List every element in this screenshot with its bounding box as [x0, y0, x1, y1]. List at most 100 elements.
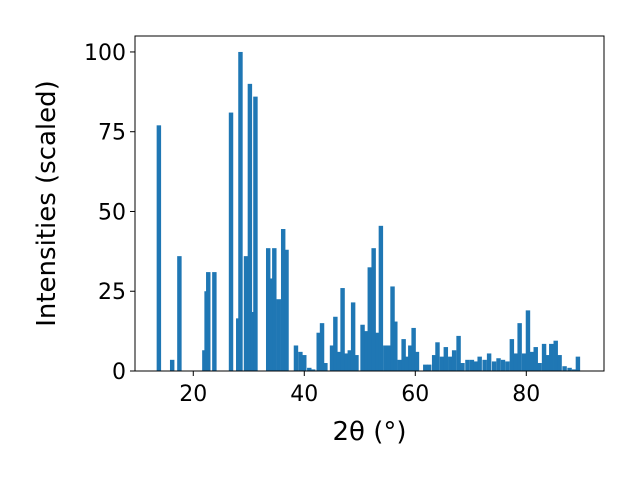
- bar: [567, 367, 572, 371]
- bar: [505, 361, 510, 371]
- bar: [177, 256, 182, 371]
- bar: [156, 125, 162, 371]
- bar: [386, 345, 391, 371]
- bar: [340, 288, 345, 371]
- bar: [319, 323, 325, 371]
- x-tick-label: 60: [401, 382, 429, 407]
- bar: [500, 359, 506, 371]
- bar: [323, 363, 328, 371]
- x-tick-label: 80: [512, 382, 540, 407]
- bar: [426, 364, 432, 371]
- bar: [247, 83, 253, 372]
- y-axis-label: Intensities (scaled): [32, 80, 62, 327]
- bar: [496, 358, 501, 371]
- bar: [482, 359, 487, 371]
- bar: [465, 359, 470, 371]
- bar: [276, 299, 281, 371]
- bar: [302, 355, 307, 371]
- bar: [525, 310, 531, 371]
- y-tick-label: 100: [84, 41, 126, 66]
- bar: [333, 316, 338, 371]
- y-tick-label: 75: [98, 121, 126, 146]
- bar: [423, 364, 428, 371]
- bar: [557, 355, 562, 371]
- x-axis-label: 2θ (°): [332, 417, 406, 447]
- bar: [228, 112, 234, 371]
- bar: [280, 229, 286, 371]
- bar: [393, 321, 398, 371]
- bar: [435, 342, 440, 371]
- bar: [253, 96, 258, 372]
- bar: [509, 339, 515, 371]
- bar: [316, 332, 321, 371]
- bar: [169, 359, 175, 371]
- bar: [375, 332, 380, 371]
- bar: [411, 327, 416, 371]
- y-axis-ticks: 0 25 50 75 100: [84, 41, 135, 385]
- bar: [250, 311, 255, 371]
- bar: [360, 324, 365, 371]
- bar: [521, 353, 527, 371]
- x-tick-label: 20: [179, 382, 207, 407]
- bar: [238, 51, 243, 371]
- bar: [397, 359, 402, 371]
- bar: [491, 361, 497, 371]
- bar: [307, 367, 312, 371]
- bar: [268, 278, 274, 371]
- bar: [469, 359, 475, 371]
- bar: [414, 351, 420, 371]
- bar: [272, 248, 277, 371]
- y-tick-label: 50: [98, 200, 126, 225]
- bar: [562, 366, 567, 371]
- bar: [431, 355, 437, 371]
- bar: [383, 345, 388, 371]
- bar: [354, 355, 359, 371]
- bar: [571, 369, 577, 371]
- bar: [529, 351, 535, 371]
- bar: [460, 363, 465, 371]
- bar: [473, 361, 479, 371]
- bar: [486, 353, 492, 371]
- bar: [243, 256, 249, 371]
- bar: [575, 356, 581, 371]
- bar: [293, 345, 299, 371]
- bar: [371, 248, 376, 371]
- bar: [553, 340, 558, 371]
- bar: [439, 356, 445, 371]
- bar: [298, 351, 303, 371]
- bar: [378, 225, 384, 371]
- bar: [265, 248, 271, 371]
- bar: [448, 356, 453, 371]
- bar: [545, 355, 550, 371]
- bar: [477, 356, 482, 371]
- bar: [364, 331, 369, 371]
- y-tick-label: 0: [112, 360, 126, 385]
- bar: [284, 249, 289, 371]
- bar: [517, 323, 522, 371]
- y-tick-label: 25: [98, 280, 126, 305]
- bar: [401, 339, 406, 371]
- x-axis-ticks: 20 40 60 80: [179, 371, 540, 407]
- bar: [344, 353, 349, 371]
- bar: [451, 350, 457, 371]
- bar: [513, 353, 518, 371]
- bar: [390, 286, 395, 371]
- bar: [310, 369, 316, 371]
- bar: [347, 350, 353, 371]
- bar: [367, 267, 372, 371]
- bar: [443, 347, 449, 371]
- bar: [537, 363, 542, 371]
- bars-group: [156, 51, 581, 372]
- bar: [206, 272, 211, 371]
- x-tick-label: 40: [290, 382, 318, 407]
- bar: [336, 351, 341, 371]
- bar: [212, 272, 217, 371]
- plot-frame: [134, 35, 605, 372]
- bar: [456, 335, 461, 371]
- bar: [549, 343, 554, 371]
- bar: [350, 302, 356, 371]
- bar: [329, 345, 335, 371]
- bar: [541, 343, 547, 371]
- bar: [533, 347, 538, 371]
